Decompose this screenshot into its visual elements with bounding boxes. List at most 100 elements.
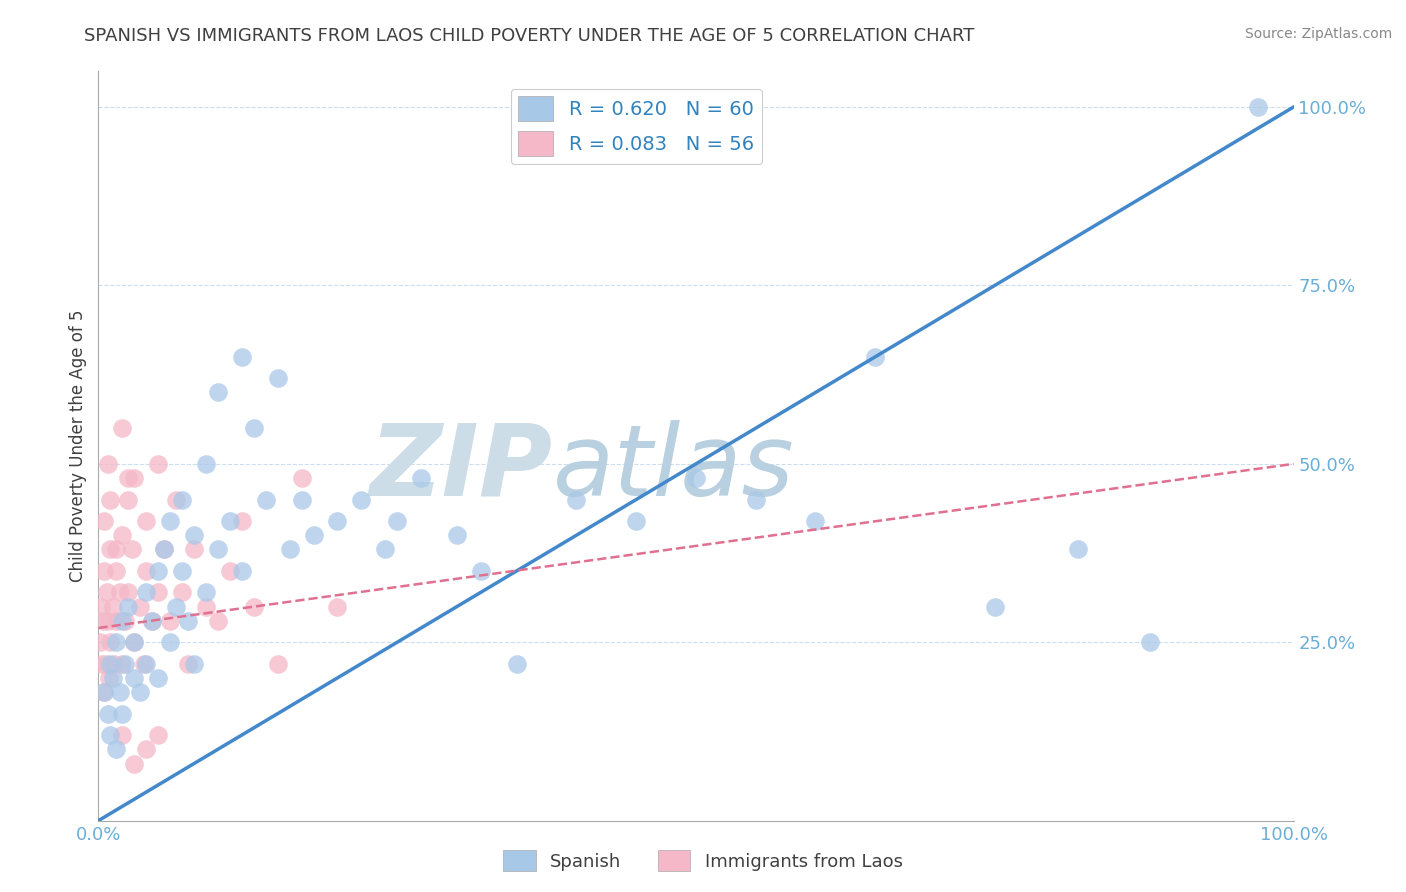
Point [219,514,242,528]
Point [172,564,194,578]
Point [93,685,115,699]
Point [159,635,181,649]
Point [243,599,266,614]
Point [302,528,325,542]
Point [114,657,136,671]
Point [148,564,170,578]
Point [183,528,205,542]
Point [804,514,827,528]
Point [148,728,170,742]
Point [172,492,194,507]
Point [111,528,134,542]
Point [231,350,253,364]
Point [124,671,146,685]
Legend: Spanish, Immigrants from Laos: Spanish, Immigrants from Laos [496,843,910,879]
Point [96,585,118,599]
Point [91,614,114,628]
Point [111,421,134,435]
Point [129,685,152,699]
Point [111,728,134,742]
Point [101,599,124,614]
Point [132,657,155,671]
Point [111,614,134,628]
Legend: R = 0.620   N = 60, R = 0.083   N = 56: R = 0.620 N = 60, R = 0.083 N = 56 [510,88,762,164]
Point [626,514,648,528]
Point [98,492,122,507]
Point [207,542,229,557]
Point [159,514,181,528]
Point [231,514,253,528]
Point [267,371,290,385]
Point [177,614,200,628]
Point [291,471,314,485]
Point [94,657,117,671]
Point [114,614,136,628]
Point [124,635,146,649]
Point [124,635,146,649]
Point [1139,635,1161,649]
Point [254,492,277,507]
Text: Source: ZipAtlas.com: Source: ZipAtlas.com [1244,27,1392,41]
Point [98,635,122,649]
Point [153,542,176,557]
Point [1247,100,1270,114]
Point [98,542,122,557]
Point [117,492,139,507]
Point [183,657,205,671]
Point [278,542,301,557]
Point [105,614,128,628]
Point [111,706,134,721]
Point [141,614,163,628]
Point [121,542,143,557]
Point [89,635,111,649]
Point [207,385,229,400]
Point [117,471,139,485]
Point [148,671,170,685]
Text: atlas: atlas [553,420,794,517]
Point [159,614,181,628]
Point [326,599,349,614]
Point [108,685,131,699]
Point [117,585,139,599]
Point [267,657,290,671]
Point [98,728,122,742]
Point [291,492,314,507]
Point [135,585,157,599]
Point [90,599,112,614]
Point [98,657,122,671]
Point [153,542,176,557]
Point [135,564,157,578]
Point [470,564,492,578]
Point [93,564,115,578]
Point [865,350,887,364]
Point [195,457,218,471]
Point [195,585,218,599]
Point [135,657,157,671]
Point [326,514,349,528]
Point [124,471,146,485]
Point [117,599,139,614]
Point [103,657,125,671]
Point [172,585,194,599]
Point [219,564,242,578]
Point [165,492,187,507]
Point [984,599,1007,614]
Text: ZIP: ZIP [370,420,553,517]
Point [183,542,205,557]
Point [243,421,266,435]
Point [97,457,120,471]
Point [105,635,128,649]
Point [165,599,187,614]
Point [129,599,152,614]
Point [93,685,115,699]
Point [374,542,396,557]
Point [231,564,253,578]
Point [385,514,409,528]
Point [506,657,529,671]
Point [350,492,373,507]
Point [98,671,121,685]
Point [97,706,120,721]
Point [108,585,131,599]
Y-axis label: Child Poverty Under the Age of 5: Child Poverty Under the Age of 5 [69,310,87,582]
Point [195,599,218,614]
